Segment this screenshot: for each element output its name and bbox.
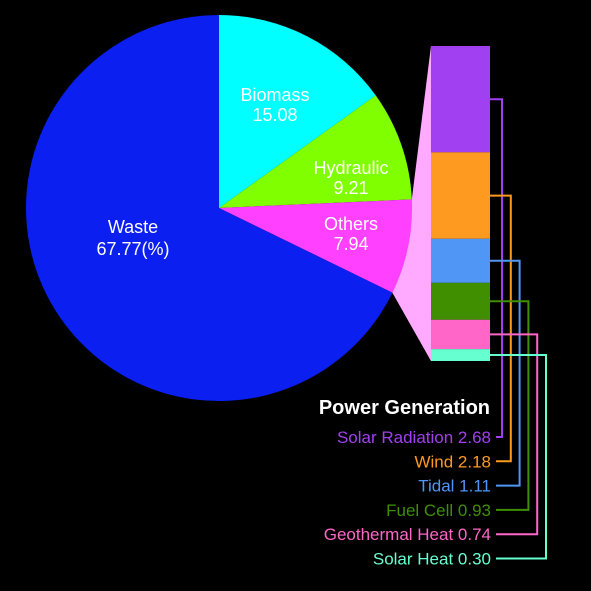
- breakdown-title: Power Generation: [319, 397, 490, 419]
- leader-line-solar-radiation: [490, 98, 503, 438]
- pie-value-others: 7.94: [333, 234, 368, 254]
- leader-line-geothermal-heat: [490, 333, 539, 536]
- leader-line-tidal: [490, 259, 521, 487]
- pie-value-biomass: 15.08: [252, 105, 297, 125]
- pie-value-waste: 67.77(%): [96, 239, 169, 259]
- bar-segment-solar-heat: [431, 349, 490, 361]
- pie-label-hydraulic: Hydraulic: [313, 158, 388, 178]
- legend-item-geothermal-heat: Geothermal Heat 0.74: [324, 525, 491, 544]
- legend-item-wind: Wind 2.18: [414, 452, 491, 471]
- bar-segment-geothermal-heat: [431, 319, 490, 350]
- pie-slice-biomass: [219, 15, 376, 208]
- bar-segment-solar-radiation: [431, 46, 490, 153]
- legend-item-fuel-cell: Fuel Cell 0.93: [386, 501, 491, 520]
- pie-label-biomass: Biomass: [240, 85, 309, 105]
- pie-layer: [26, 15, 413, 402]
- leader-line-layer: [490, 98, 547, 560]
- legend-item-solar-heat: Solar Heat 0.30: [373, 550, 491, 569]
- breakdown-bar-layer: [431, 46, 490, 361]
- pie-slice-hydraulic: [219, 95, 412, 208]
- breakdown-legend: Solar Radiation 2.68 Wind 2.18 Tidal 1.11 F…: [324, 428, 491, 569]
- bar-segment-fuel-cell: [431, 282, 490, 320]
- leader-line-solar-heat: [490, 354, 547, 560]
- legend-item-tidal: Tidal 1.11: [418, 477, 491, 496]
- pie-label-others: Others: [324, 214, 378, 234]
- leader-line-wind: [490, 194, 512, 463]
- bar-segment-wind: [431, 152, 490, 239]
- bar-segment-tidal: [431, 238, 490, 283]
- pie-label-waste: Waste: [108, 217, 158, 237]
- leader-line-fuel-cell: [490, 300, 530, 511]
- pie-value-hydraulic: 9.21: [333, 178, 368, 198]
- pie-slice-others: [219, 199, 413, 293]
- legend-item-solar-radiation: Solar Radiation 2.68: [337, 428, 491, 447]
- pie-slice-waste: [26, 15, 393, 402]
